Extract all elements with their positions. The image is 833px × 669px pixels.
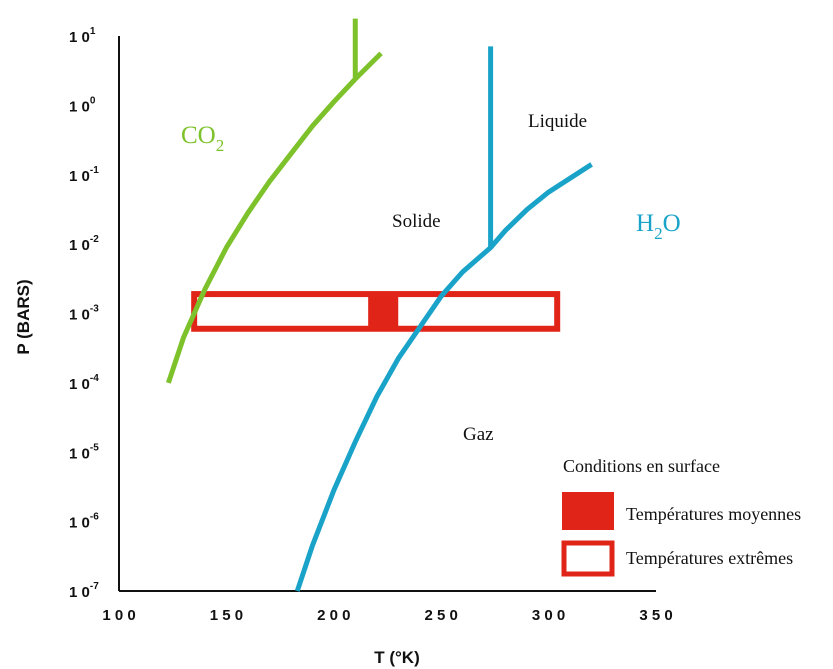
y-tick-label: 1 0-4 — [69, 373, 99, 393]
y-tick-label: 1 0-6 — [69, 512, 99, 532]
h2o-label-tail: O — [663, 210, 681, 237]
x-tick-label: 1 0 0 — [102, 607, 135, 624]
x-tick-label: 1 5 0 — [210, 607, 243, 624]
y-axis-title: P (BARS) — [14, 279, 33, 354]
legend-label-mean: Températures moyennes — [626, 504, 801, 524]
y-tick-label: 1 00 — [69, 95, 96, 115]
y-tick-label: 1 0-5 — [69, 442, 99, 462]
region-label-liquide: Liquide — [528, 111, 587, 132]
x-tick-label: 3 5 0 — [639, 607, 672, 624]
h2o-label-sub: 2 — [654, 224, 663, 243]
x-tick-label: 2 5 0 — [425, 607, 458, 624]
surface-conditions — [191, 291, 561, 332]
y-tick-label: 1 0-3 — [69, 304, 99, 324]
y-tick-label: 1 0-2 — [69, 234, 99, 254]
legend-label-extreme: Températures extrêmes — [626, 548, 793, 568]
h2o-sublimation-curve — [294, 162, 593, 592]
axes — [118, 36, 656, 592]
co2-label-main: CO — [181, 122, 216, 149]
x-tick-labels: 1 0 0 1 5 0 2 0 0 2 5 0 3 0 0 3 5 0 — [102, 607, 672, 624]
y-tick-label: 1 01 — [69, 26, 96, 46]
series-label-co2: CO2 — [181, 122, 224, 155]
y-tick-labels: 1 0-7 1 0-6 1 0-5 1 0-4 1 0-3 1 0-2 1 0-1 1 00 1… — [69, 26, 99, 601]
region-label-gaz: Gaz — [463, 424, 494, 445]
region-label-solide: Solide — [392, 211, 441, 232]
x-tick-label: 3 0 0 — [532, 607, 565, 624]
series-label-h2o: H2O — [636, 210, 681, 243]
h2o-label-main: H — [636, 210, 654, 237]
y-tick-label: 1 0-1 — [69, 165, 99, 185]
legend-title: Conditions en surface — [563, 456, 720, 476]
legend-swatch-mean — [562, 492, 614, 530]
mean-temperature-range — [368, 294, 399, 329]
x-axis-title: T (°K) — [374, 648, 420, 667]
x-tick-label: 2 0 0 — [317, 607, 350, 624]
co2-sublimation-curve — [166, 51, 383, 384]
co2-label-sub: 2 — [216, 136, 225, 155]
legend: Conditions en surface Températures moyen… — [561, 456, 801, 577]
series-lines — [166, 18, 593, 592]
y-tick-label: 1 0-7 — [69, 581, 99, 601]
legend-swatch-extreme — [561, 540, 615, 577]
